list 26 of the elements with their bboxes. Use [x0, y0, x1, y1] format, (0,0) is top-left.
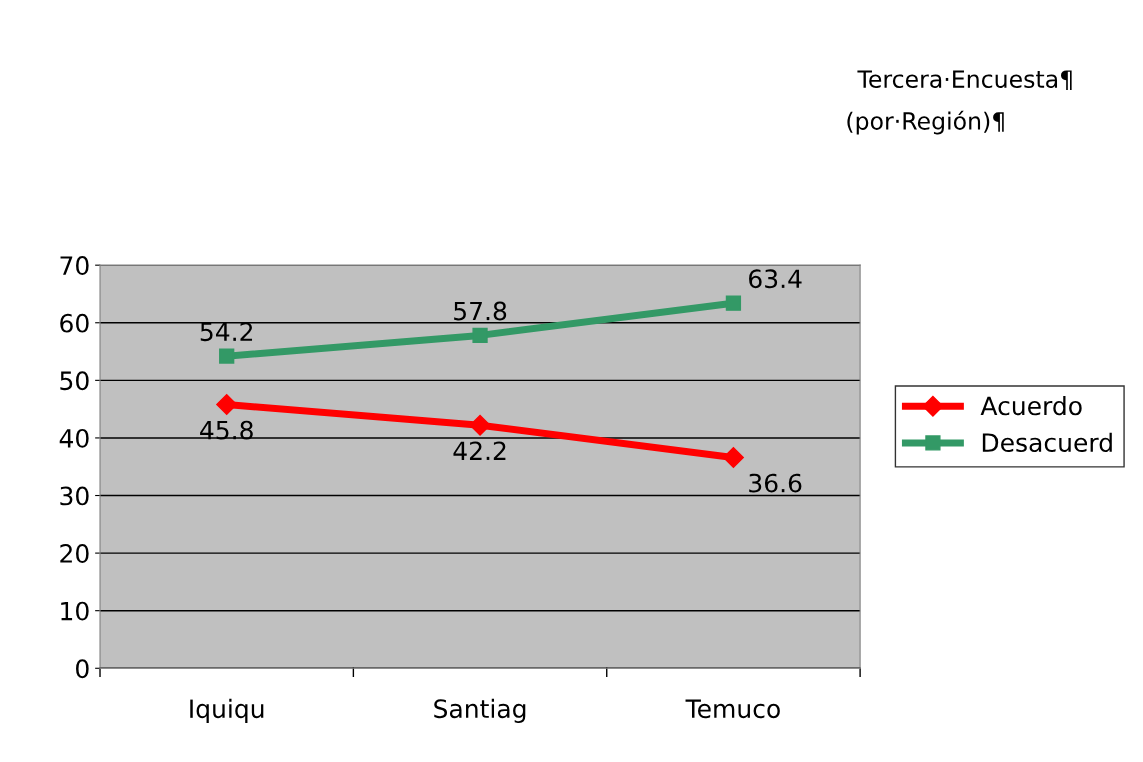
x-tick-label: Santiag [434, 698, 526, 724]
y-tick-label: 40 [59, 428, 89, 448]
point [219, 348, 235, 364]
y-tick-label: 30 [60, 486, 89, 506]
data-label: 36.6 [749, 473, 802, 493]
data-label: 45.8 [200, 420, 253, 440]
x-tick-label: Temuco [685, 699, 780, 719]
data-label: 57.8 [454, 301, 507, 321]
y-tick-label: 10 [61, 601, 89, 621]
point [722, 446, 744, 469]
x-tick-label: Iquiqu [190, 698, 264, 724]
legend-label: Desacuerd [982, 432, 1112, 453]
data-label: 42.2 [453, 441, 506, 460]
y-tick-label: 20 [60, 544, 89, 563]
y-tick-label: 60 [60, 313, 89, 333]
point [469, 414, 491, 436]
point [472, 327, 488, 344]
y-tick-label: 70 [60, 256, 89, 276]
y-tick-label: 50 [60, 371, 89, 391]
text: Tercera·Encuesta¶ [857, 70, 1072, 90]
data-label: 63.4 [749, 269, 802, 289]
point [216, 394, 238, 416]
legend-label: Acuerdo [980, 395, 1082, 416]
y-tick-label: 0 [76, 659, 89, 679]
text: (por·Región)¶ [847, 110, 1004, 135]
point [725, 295, 742, 311]
